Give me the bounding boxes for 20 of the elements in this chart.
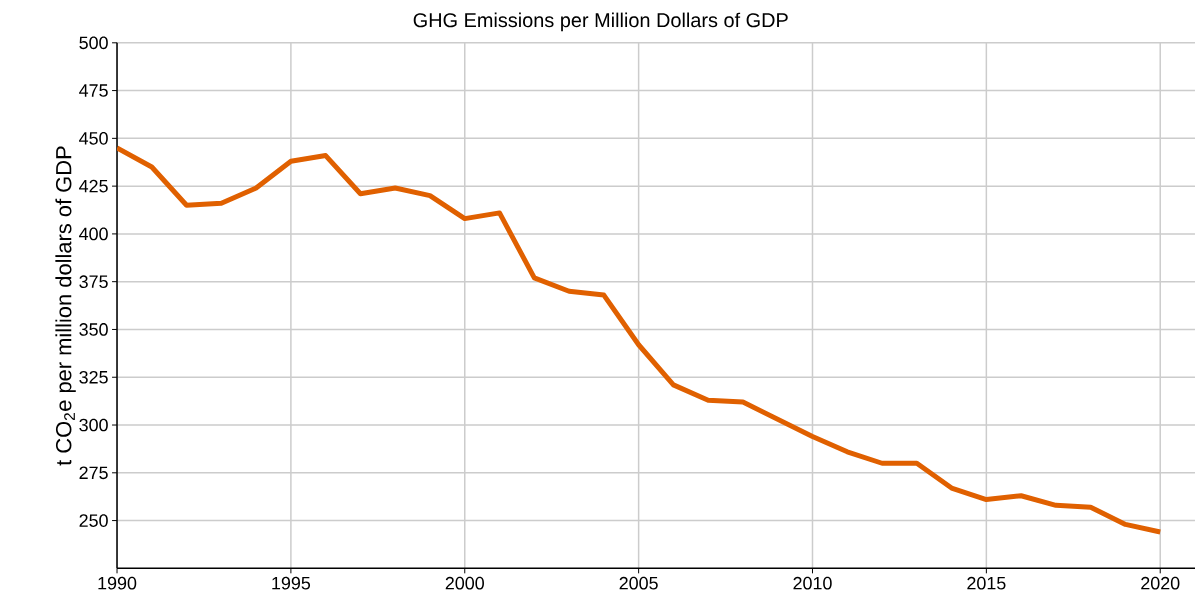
y-axis-title: t CO$_{2}$e per million dollars of GDP xyxy=(55,146,76,466)
x-tick-label: 2015 xyxy=(967,576,1006,590)
y-tick-label: 275 xyxy=(79,466,108,480)
y-tick-label: 250 xyxy=(79,514,108,527)
y-tick-label: 325 xyxy=(79,370,108,384)
y-tick-label: 475 xyxy=(79,84,108,97)
y-tick-label: 450 xyxy=(79,131,108,145)
y-tick-label: 375 xyxy=(79,275,108,288)
y-tick-label: 425 xyxy=(79,179,108,193)
y-tick-label: 300 xyxy=(79,418,108,432)
x-tick-label: 2010 xyxy=(793,576,832,590)
x-tick-label: 2020 xyxy=(1141,576,1180,590)
y-tick-label: 400 xyxy=(79,227,108,241)
x-tick-label: 2005 xyxy=(619,576,658,590)
x-tick-label: 1990 xyxy=(98,576,137,590)
y-tick-label: 500 xyxy=(79,36,108,50)
x-tick-label: 1995 xyxy=(272,576,311,590)
chart-title: GHG Emissions per Million Dollars of GDP xyxy=(413,12,788,32)
y-tick-label: 350 xyxy=(79,323,108,336)
x-tick-label: 2000 xyxy=(445,576,484,590)
